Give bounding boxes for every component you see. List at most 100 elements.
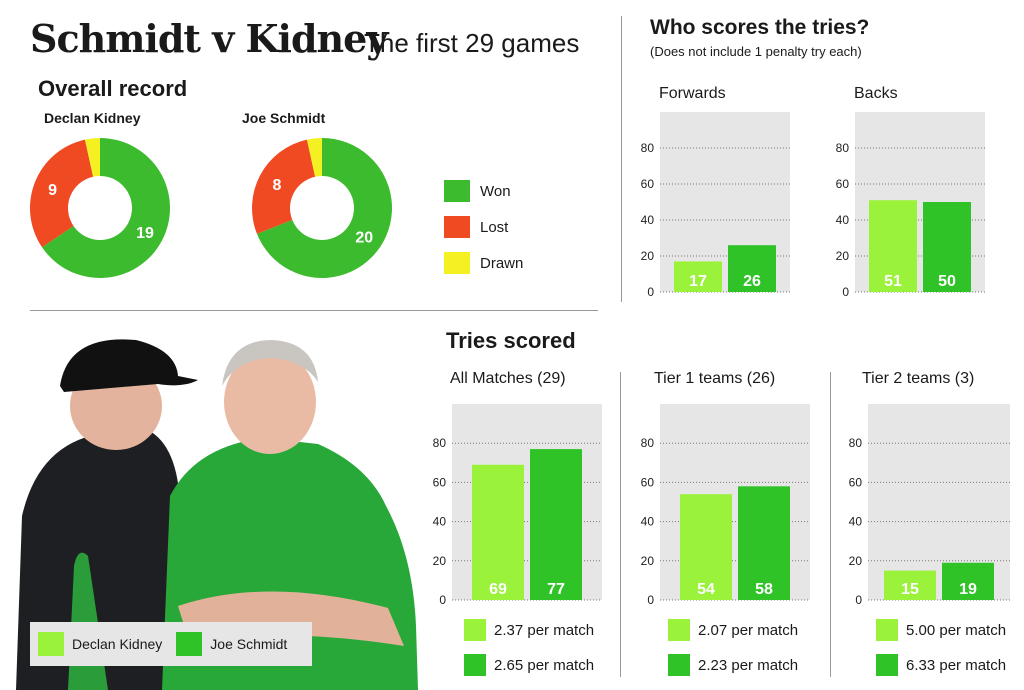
bar-schmidt xyxy=(728,245,776,292)
y-tick-label: 0 xyxy=(842,285,849,298)
donut-value-label: 8 xyxy=(272,177,281,194)
y-tick-label: 60 xyxy=(433,475,447,489)
y-tick-label: 20 xyxy=(433,554,447,568)
per-match-label: 2.23 per match xyxy=(698,656,799,674)
donut-slice-won xyxy=(42,138,171,278)
schmidt-swatch xyxy=(464,654,486,676)
lost-swatch xyxy=(444,216,470,238)
per-match-label: 2.37 per match xyxy=(494,621,595,639)
y-tick-label: 80 xyxy=(641,436,655,450)
y-tick-label: 60 xyxy=(836,177,850,191)
forwards-title: Forwards xyxy=(659,85,726,102)
donut-legend: Won Lost Drawn xyxy=(444,180,523,274)
per-match-label: 2.07 per match xyxy=(698,621,799,639)
schmidt-swatch xyxy=(176,632,203,656)
tries-heading: Who scores the tries? xyxy=(650,16,870,39)
bar-value-label: 51 xyxy=(884,273,902,290)
donut-chart-kidney: 1991 xyxy=(16,130,171,278)
donut-value-label: 20 xyxy=(355,230,373,247)
tier2-schmidt-per-match: 6.33 per match xyxy=(876,654,1006,676)
bar-value-label: 69 xyxy=(489,581,507,598)
all-matches-title: All Matches (29) xyxy=(450,370,566,387)
donut-slice-drawn xyxy=(84,138,100,177)
bar-schmidt xyxy=(923,202,971,292)
page-subtitle: The first 29 games xyxy=(364,28,580,58)
kidney-swatch xyxy=(668,619,690,641)
tier1-schmidt-per-match: 2.23 per match xyxy=(668,654,798,676)
legend-won: Won xyxy=(444,180,523,202)
y-tick-label: 60 xyxy=(849,475,863,489)
tries-note: (Does not include 1 penalty try each) xyxy=(650,44,862,59)
schmidt-swatch xyxy=(668,654,690,676)
bar-kidney xyxy=(472,464,524,600)
y-tick-label: 20 xyxy=(849,554,863,568)
y-tick-label: 60 xyxy=(641,475,655,489)
y-tick-label: 0 xyxy=(439,593,446,607)
bar-value-label: 26 xyxy=(743,273,761,290)
backs-title: Backs xyxy=(854,85,898,102)
donut-slice-lost xyxy=(30,139,94,248)
kidney-swatch xyxy=(876,619,898,641)
kidney-swatch xyxy=(38,632,64,656)
bar-value-label: 15 xyxy=(901,581,919,598)
overall-record-heading: Overall record xyxy=(38,76,188,101)
divider-top xyxy=(621,16,622,302)
photo-legend-schmidt: Joe Schmidt xyxy=(210,636,288,652)
legend-lost: Lost xyxy=(444,216,523,238)
bar-chart-backs: 0 20 40 60 80 51 50 xyxy=(836,112,985,298)
per-match-label: 5.00 per match xyxy=(906,621,1007,639)
donut-slice-won xyxy=(256,138,393,278)
drawn-swatch xyxy=(444,252,470,274)
y-tick-label: 40 xyxy=(433,515,447,529)
bar-value-label: 77 xyxy=(547,581,565,598)
donut-schmidt-title: Joe Schmidt xyxy=(242,110,326,126)
tries-scored-heading: Tries scored xyxy=(446,328,576,353)
per-match-label: 2.65 per match xyxy=(494,656,595,674)
divider-middle xyxy=(30,310,598,311)
bar-schmidt xyxy=(942,562,994,600)
y-tick-label: 0 xyxy=(647,285,654,298)
donut-value-label: 9 xyxy=(48,182,57,199)
y-tick-label: 20 xyxy=(641,249,655,263)
kidney-swatch xyxy=(464,619,486,641)
bar-value-label: 58 xyxy=(755,581,773,598)
y-tick-label: 20 xyxy=(836,249,850,263)
y-tick-label: 40 xyxy=(641,515,655,529)
tier1-kidney-per-match: 2.07 per match xyxy=(668,619,798,641)
bar-kidney xyxy=(680,494,732,600)
donut-chart-schmidt: 2081 xyxy=(238,130,393,278)
donut-value-label: 19 xyxy=(136,225,154,242)
bar-value-label: 50 xyxy=(938,273,956,290)
schmidt-swatch xyxy=(876,654,898,676)
legend-drawn: Drawn xyxy=(444,252,523,274)
bar-chart-tier2: 0 20 40 60 80 15 19 xyxy=(849,404,1010,607)
bar-chart-tier1: 0 20 40 60 80 54 58 xyxy=(641,404,810,607)
tier1-title: Tier 1 teams (26) xyxy=(654,370,776,387)
donut-slice-drawn xyxy=(306,138,322,177)
page-title: Schmidt v Kidney xyxy=(30,16,388,61)
y-tick-label: 0 xyxy=(647,593,654,607)
donut-value-label: 1 xyxy=(238,130,247,132)
donut-value-label: 1 xyxy=(16,130,25,132)
bar-chart-forwards: 0 20 40 60 80 17 26 xyxy=(641,112,790,298)
bar-value-label: 17 xyxy=(689,273,707,290)
bar-value-label: 19 xyxy=(959,581,977,598)
y-tick-label: 40 xyxy=(849,515,863,529)
y-tick-label: 40 xyxy=(836,213,850,227)
donut-kidney-title: Declan Kidney xyxy=(44,110,141,126)
y-tick-label: 40 xyxy=(641,213,655,227)
bar-value-label: 54 xyxy=(697,581,715,598)
legend-drawn-label: Drawn xyxy=(480,254,524,272)
per-match-label: 6.33 per match xyxy=(906,656,1007,674)
y-tick-label: 60 xyxy=(641,177,655,191)
donut-slice-lost xyxy=(252,139,316,234)
y-tick-label: 80 xyxy=(433,436,447,450)
divider-tier2 xyxy=(830,372,831,677)
bar-schmidt xyxy=(530,449,582,600)
legend-lost-label: Lost xyxy=(480,218,509,236)
bar-kidney xyxy=(674,261,722,292)
tier2-title: Tier 2 teams (3) xyxy=(862,370,975,387)
legend-won-label: Won xyxy=(480,182,511,200)
tier2-kidney-per-match: 5.00 per match xyxy=(876,619,1006,641)
y-tick-label: 80 xyxy=(836,141,850,155)
